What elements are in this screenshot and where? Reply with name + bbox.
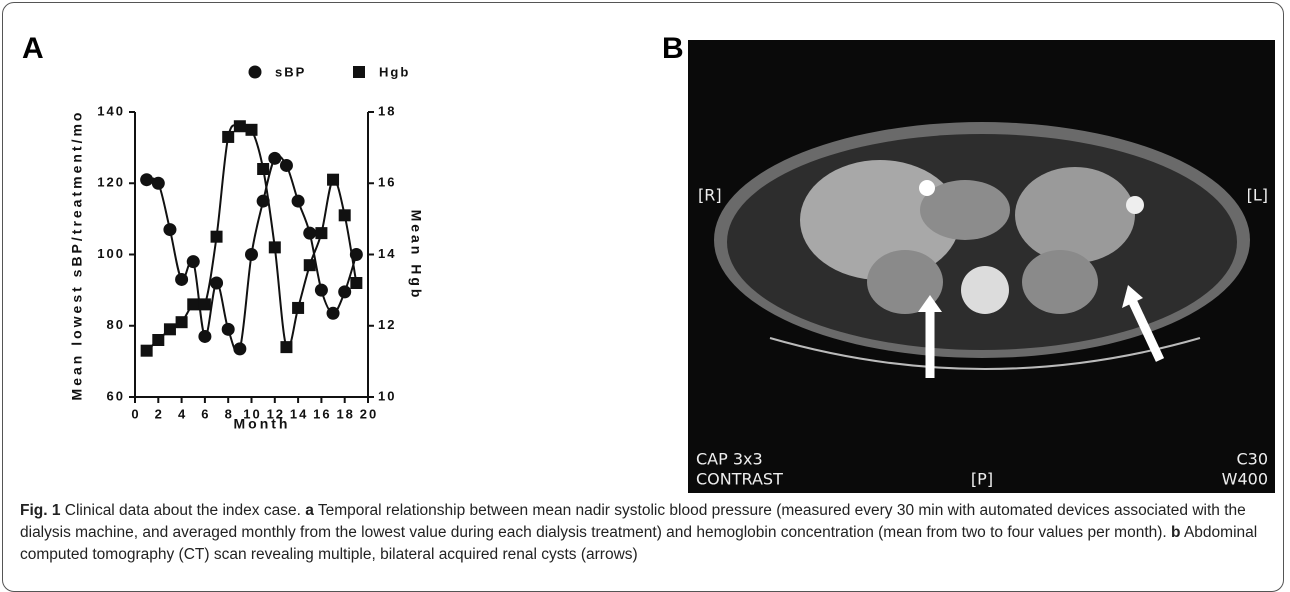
caption-part-label: b [1171, 524, 1181, 541]
y2-tick-label: 16 [378, 175, 396, 190]
data-point [303, 259, 316, 272]
ct-contrast [919, 180, 935, 196]
y-tick-label: 100 [97, 246, 125, 261]
ct-label: W400 [1222, 470, 1268, 489]
data-point [268, 151, 282, 165]
data-point [163, 223, 177, 237]
data-point [268, 241, 281, 254]
data-point [303, 226, 317, 240]
y-tick-label: 60 [107, 388, 125, 403]
ct-label: CONTRAST [696, 470, 783, 489]
data-point [140, 173, 154, 187]
data-point [350, 277, 363, 289]
x-tick-label: 18 [336, 406, 354, 421]
data-point [221, 322, 235, 336]
data-point [256, 194, 270, 208]
x-axis-label: Month [234, 416, 291, 432]
x-tick-label: 16 [313, 406, 331, 421]
legend-marker [353, 66, 365, 78]
data-point [245, 123, 258, 136]
data-point [257, 163, 270, 175]
data-point [233, 342, 247, 356]
ct-label: [R] [698, 186, 722, 205]
data-point [326, 306, 340, 320]
data-point [210, 230, 223, 243]
data-point [314, 283, 328, 297]
y2-axis-label: Mean Hgb [408, 210, 424, 301]
figure: A B [R] [L] CAP 3x3 CONTRAST [P] C30 W40… [22, 32, 1275, 493]
y-tick-label: 120 [97, 175, 125, 190]
arrow-head [918, 295, 942, 312]
arrow [1127, 298, 1165, 362]
x-tick-label: 4 [178, 406, 187, 421]
data-point [327, 173, 340, 186]
legend-marker [248, 65, 262, 79]
data-point [315, 227, 328, 240]
legend-label: sBP [275, 64, 306, 79]
arrow-head [1122, 285, 1143, 308]
data-point [198, 298, 211, 311]
data-point [187, 298, 200, 311]
x-tick-label: 12 [267, 406, 285, 421]
data-point [291, 194, 305, 208]
data-point [175, 272, 189, 286]
x-tick-label: 10 [243, 406, 261, 421]
x-tick-label: 2 [155, 406, 164, 421]
legend-label: Hgb [379, 64, 410, 79]
data-point [292, 301, 305, 314]
data-point [279, 158, 293, 172]
data-point [280, 341, 293, 354]
ct-contrast [1126, 196, 1144, 214]
ct-label: CAP 3x3 [696, 450, 763, 469]
data-point [210, 276, 224, 290]
data-point [186, 255, 200, 269]
ct-image: [R] [L] CAP 3x3 CONTRAST [P] C30 W400 [688, 40, 1275, 493]
data-point [151, 176, 165, 190]
caption-title: Clinical data about the index case. [64, 502, 301, 519]
x-tick-label: 6 [201, 406, 210, 421]
ct-bowel [1015, 167, 1135, 263]
caption-part-label: a [305, 502, 314, 519]
panel-label: B [662, 32, 684, 65]
data-point [175, 316, 188, 329]
data-point [163, 323, 176, 336]
y2-tick-label: 18 [378, 103, 396, 118]
x-tick-label: 0 [131, 406, 140, 421]
caption-label: Fig. 1 [20, 502, 61, 519]
ct-spine [961, 266, 1009, 314]
caption-text: Abdominal computed tomography (CT) scan … [20, 524, 1258, 563]
ct-label: [P] [971, 470, 993, 489]
ct-kidney [867, 250, 943, 314]
ct-table [769, 337, 1201, 370]
x-tick-label: 8 [225, 406, 234, 421]
caption: Fig. 1 Clinical data about the index cas… [20, 500, 1270, 566]
y-tick-label: 80 [107, 317, 125, 332]
data-point [245, 248, 258, 261]
data-point [338, 209, 351, 222]
y2-tick-label: 12 [378, 317, 396, 332]
data-point [222, 130, 235, 143]
y-tick-label: 140 [97, 103, 125, 118]
data-point [338, 285, 352, 299]
y2-tick-label: 14 [378, 246, 396, 261]
data-point [233, 120, 246, 133]
ct-organ [920, 180, 1010, 240]
x-tick-label: 14 [290, 406, 308, 421]
caption-text: Temporal relationship between mean nadir… [20, 502, 1246, 541]
x-tick-label: 20 [360, 406, 378, 421]
ct-label: [L] [1247, 186, 1268, 205]
panel-label: A [22, 32, 44, 65]
data-point [152, 334, 165, 346]
y2-tick-label: 10 [378, 388, 396, 403]
ct-kidney [1022, 250, 1098, 314]
y-axis-label: Mean lowest sBP/treatment/mo [69, 110, 85, 401]
data-point [140, 344, 153, 357]
ct-label: C30 [1236, 450, 1268, 469]
ct-fat [727, 134, 1237, 350]
data-point [198, 329, 212, 343]
